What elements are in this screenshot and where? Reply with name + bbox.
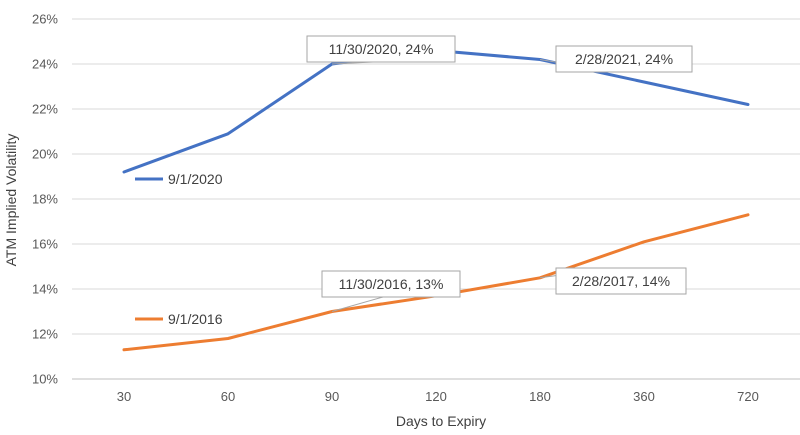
callout-label: 11/30/2016, 13% (339, 276, 444, 292)
callout-label: 2/28/2017, 14% (572, 273, 670, 289)
callout-box (306, 35, 456, 63)
legend-label-1: 9/1/2016 (168, 311, 223, 327)
callout-box (555, 267, 687, 295)
x-tick-label: 180 (529, 389, 551, 404)
y-tick-label: 26% (32, 12, 58, 27)
series-lines (122, 49, 750, 352)
callout-label: 11/30/2020, 24% (329, 41, 434, 57)
y-tick-label: 24% (32, 57, 58, 72)
y-tick-label: 16% (32, 237, 58, 252)
x-tick-label: 30 (117, 389, 131, 404)
y-axis-title: ATM Implied Volatility (3, 134, 19, 267)
x-tick-label: 60 (221, 389, 235, 404)
y-tick-label: 12% (32, 327, 58, 342)
y-tick-label: 10% (32, 372, 58, 387)
x-axis-ticks: 30 60 90 120 180 360 720 (117, 389, 759, 404)
legend-label-0: 9/1/2020 (168, 171, 223, 187)
y-axis-ticks: 10% 12% 14% 16% 18% 20% 22% 24% 26% (32, 12, 58, 387)
y-tick-label: 22% (32, 102, 58, 117)
x-tick-label: 360 (633, 389, 655, 404)
legend: 9/1/2020 9/1/2016 (135, 171, 223, 327)
gridlines (72, 18, 800, 380)
callout-box (321, 270, 461, 298)
x-tick-label: 720 (737, 389, 759, 404)
data-callouts: 11/30/2020, 24% 2/28/2021, 24% 11/30/2016,… (306, 35, 693, 312)
callout-leader (331, 296, 384, 312)
x-axis-title: Days to Expiry (396, 413, 486, 429)
y-tick-label: 20% (32, 147, 58, 162)
x-tick-label: 120 (425, 389, 447, 404)
y-tick-label: 14% (32, 282, 58, 297)
callout-label: 2/28/2021, 24% (575, 51, 673, 67)
x-tick-label: 90 (325, 389, 339, 404)
callout-box (555, 45, 693, 73)
y-tick-label: 18% (32, 192, 58, 207)
